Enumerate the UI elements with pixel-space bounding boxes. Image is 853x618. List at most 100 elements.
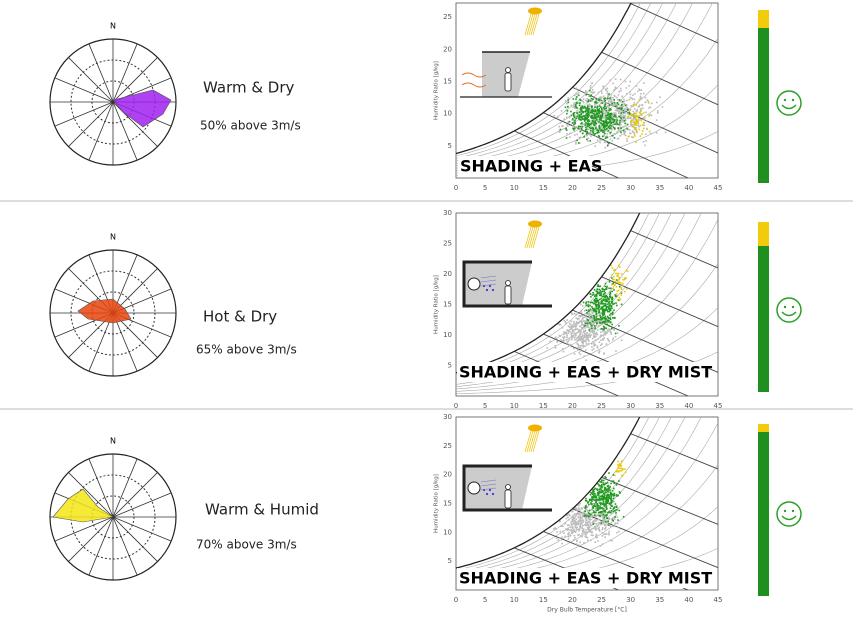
- scatter-point: [620, 299, 622, 301]
- scatter-point: [579, 119, 581, 121]
- scatter-point: [640, 97, 642, 99]
- scatter-point: [631, 121, 633, 123]
- scatter-point: [596, 128, 598, 130]
- scatter-point: [611, 274, 613, 276]
- scatter-point: [591, 343, 593, 345]
- scatter-point: [618, 325, 620, 327]
- scatter-point: [574, 335, 576, 337]
- scatter-point: [612, 121, 614, 123]
- scatter-point: [643, 112, 645, 114]
- scatter-point: [578, 544, 580, 546]
- scatter-point: [643, 93, 645, 95]
- scatter-point: [625, 105, 627, 107]
- scatter-point: [595, 297, 597, 299]
- scatter-point: [584, 507, 586, 509]
- scatter-point: [592, 98, 594, 100]
- scatter-point: [591, 328, 593, 330]
- scatter-point: [582, 133, 584, 135]
- scatter-point: [610, 109, 612, 111]
- scatter-point: [614, 495, 616, 497]
- scatter-point: [629, 91, 631, 93]
- scatter-point: [562, 340, 564, 342]
- scatter-point: [600, 119, 602, 121]
- scatter-point: [565, 100, 567, 102]
- scatter-point: [632, 131, 634, 133]
- scatter-point: [605, 115, 607, 117]
- scatter-point: [556, 537, 558, 539]
- scatter-point: [572, 107, 574, 109]
- scatter-point: [607, 124, 609, 126]
- x-tick-label: 15: [539, 184, 548, 192]
- scatter-point: [633, 126, 635, 128]
- scatter-point: [600, 295, 602, 297]
- scatter-point: [582, 317, 584, 319]
- scatter-point: [604, 515, 606, 517]
- scatter-point: [592, 321, 594, 323]
- scatter-point: [612, 279, 614, 281]
- scatter-point: [599, 293, 601, 295]
- scatter-point: [573, 115, 575, 117]
- scatter-point: [625, 81, 627, 83]
- scatter-point: [568, 331, 570, 333]
- scatter-point: [619, 99, 621, 101]
- scatter-point: [606, 533, 608, 535]
- scatter-point: [588, 340, 590, 342]
- scatter-point: [617, 461, 619, 463]
- scatter-point: [614, 475, 616, 477]
- x-tick-label: 30: [626, 184, 635, 192]
- scatter-point: [593, 294, 595, 296]
- scatter-point: [600, 322, 602, 324]
- scatter-point: [559, 531, 561, 533]
- scatter-point: [598, 489, 600, 491]
- scatter-point: [619, 266, 621, 268]
- scatter-point: [590, 540, 592, 542]
- scatter-point: [611, 277, 613, 279]
- mist: [486, 493, 488, 495]
- scatter-point: [576, 317, 578, 319]
- scatter-point: [561, 110, 563, 112]
- scatter-point: [574, 337, 576, 339]
- fan: [468, 278, 480, 290]
- scatter-point: [585, 534, 587, 536]
- scatter-point: [603, 125, 605, 127]
- scatter-point: [580, 332, 582, 334]
- scatter-point: [600, 312, 602, 314]
- scatter-point: [590, 128, 592, 130]
- scatter-point: [605, 521, 607, 523]
- scatter-point: [587, 319, 589, 321]
- scatter-point: [589, 120, 591, 122]
- scatter-point: [608, 311, 610, 313]
- scatter-point: [594, 327, 596, 329]
- scatter-point: [598, 309, 600, 311]
- scatter-point: [601, 482, 603, 484]
- scatter-point: [607, 303, 609, 305]
- scatter-point: [618, 297, 620, 299]
- scatter-point: [594, 145, 596, 147]
- scatter-point: [597, 346, 599, 348]
- scatter-point: [560, 525, 562, 527]
- y-tick-label: 5: [448, 557, 452, 565]
- scatter-point: [570, 105, 572, 107]
- scatter-point: [575, 88, 577, 90]
- scatter-point: [576, 543, 578, 545]
- scatter-point: [600, 130, 602, 132]
- scatter-point: [595, 110, 597, 112]
- scatter-point: [581, 320, 583, 322]
- scatter-point: [571, 333, 573, 335]
- x-tick-label: 30: [626, 596, 635, 604]
- scatter-point: [601, 484, 603, 486]
- scatter-point: [642, 124, 644, 126]
- scatter-point: [569, 529, 571, 531]
- scatter-point: [574, 332, 576, 334]
- scatter-point: [603, 523, 605, 525]
- scatter-point: [583, 330, 585, 332]
- scatter-point: [611, 522, 613, 524]
- scatter-point: [635, 104, 637, 106]
- scatter-point: [598, 325, 600, 327]
- scatter-point: [622, 120, 624, 122]
- scatter-point: [636, 131, 638, 133]
- scatter-point: [649, 131, 651, 133]
- scatter-point: [614, 112, 616, 114]
- scatter-point: [597, 139, 599, 141]
- scatter-point: [619, 120, 621, 122]
